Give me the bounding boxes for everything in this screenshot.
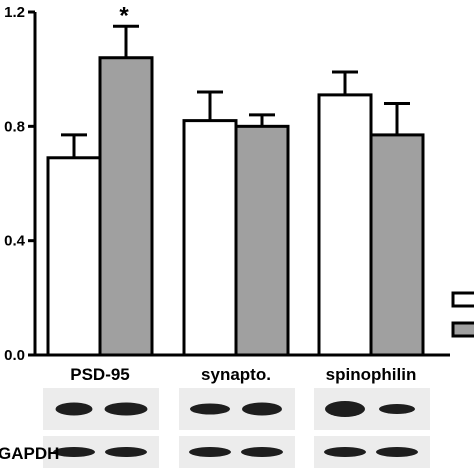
blot-band [55, 402, 93, 416]
blot-band [53, 447, 95, 457]
blot-band [325, 401, 365, 417]
blot-band [379, 404, 415, 414]
bar-synapto.-s1 [182, 119, 238, 357]
category-label: synapto. [201, 365, 271, 384]
bar-PSD-95-s2 [98, 56, 154, 357]
blot-band [324, 447, 366, 457]
legend [451, 291, 474, 338]
blot-band [242, 402, 282, 416]
legend-swatch-2 [451, 321, 474, 338]
blot-band [376, 447, 418, 457]
bar-synapto.-s2 [234, 124, 290, 357]
significance-marker: * [119, 2, 129, 29]
blot-band [104, 402, 148, 416]
blot-band [105, 447, 147, 457]
y-tick-label: 0.8 [4, 118, 25, 135]
category-label: spinophilin [326, 365, 417, 384]
blot-row-label-gapdh: GAPDH [0, 444, 59, 463]
blot-band [189, 447, 231, 457]
western-blot-panels [43, 388, 430, 468]
category-labels: PSD-95 synapto. spinophilin [70, 365, 416, 384]
y-tick-label: 1.2 [4, 4, 25, 21]
y-tick-label: 0.4 [4, 233, 26, 250]
bar-spinophilin-s1 [317, 93, 373, 357]
bars [46, 56, 425, 357]
blot-band [241, 447, 283, 457]
y-tick-label: 0.0 [4, 347, 25, 364]
y-axis: 0.0 0.4 0.8 1.2 [4, 4, 37, 364]
legend-swatch-1 [451, 291, 474, 308]
error-bars [61, 24, 410, 158]
bar-spinophilin-s2 [369, 133, 425, 357]
annotations: * [119, 2, 129, 29]
bar-PSD-95-s1 [46, 156, 102, 357]
blot-band [190, 403, 230, 415]
category-label: PSD-95 [70, 365, 130, 384]
